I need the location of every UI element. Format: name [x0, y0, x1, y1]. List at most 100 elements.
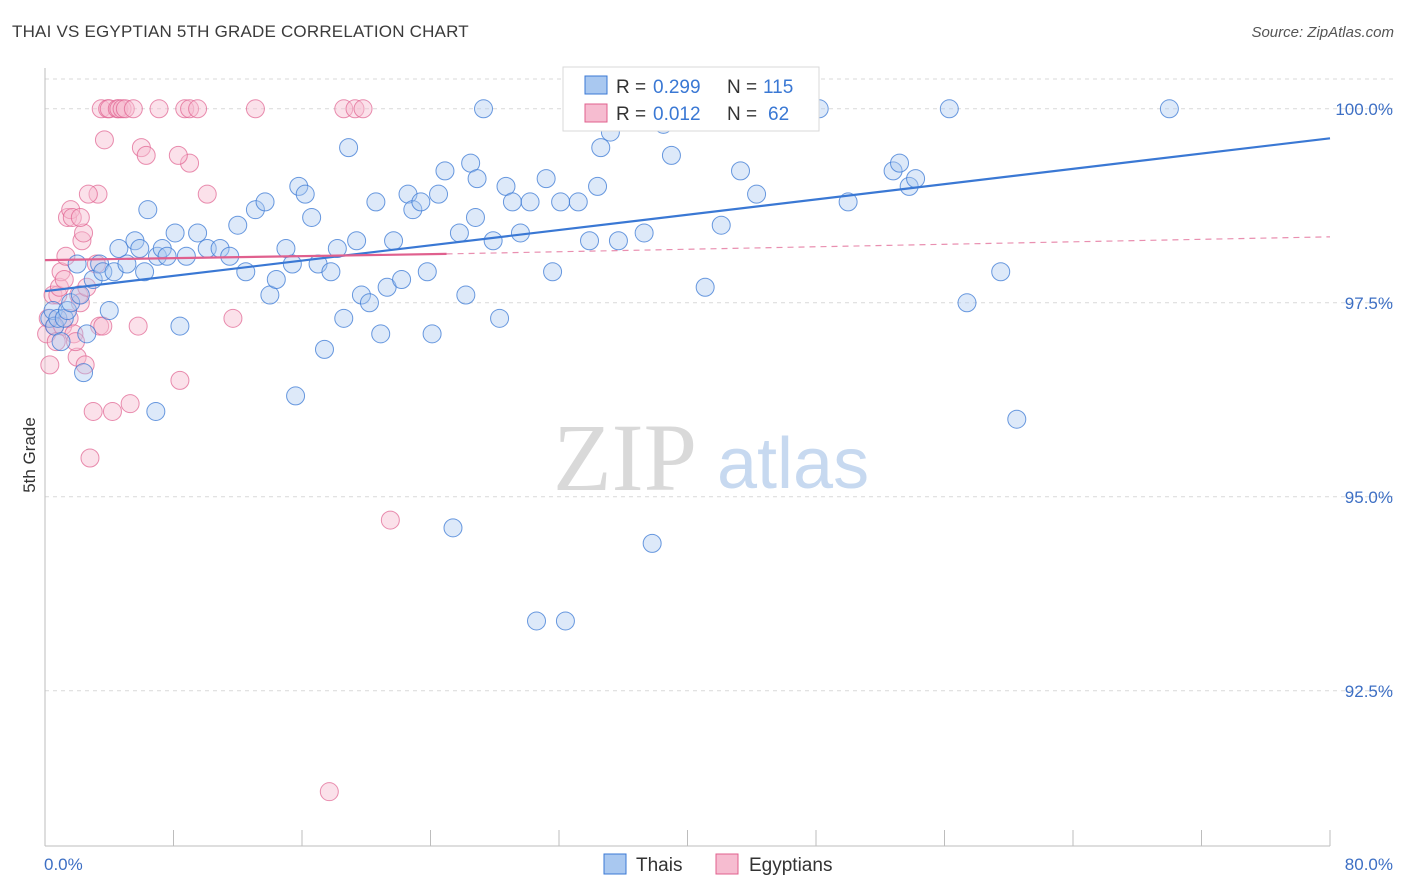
- egyptians-point-2: [40, 355, 60, 375]
- egyptians-point-46: [197, 184, 217, 204]
- thais-point-58: [384, 231, 404, 251]
- egyptians-point-8: [51, 262, 71, 282]
- egyptians-point-56: [149, 99, 169, 119]
- thais-point-62: [411, 192, 431, 212]
- thais-point-84: [568, 192, 588, 212]
- x-tick-label-1: 80.0%: [1345, 855, 1393, 874]
- thais-points: [40, 99, 1179, 631]
- egyptians-point-45: [188, 99, 208, 119]
- grid-lines: [45, 78, 1395, 692]
- thais-point-50: [334, 308, 354, 328]
- thais-point-76: [502, 192, 522, 212]
- thais-point-14: [93, 262, 113, 282]
- thais-point-81: [543, 262, 563, 282]
- thais-point-48: [321, 262, 341, 282]
- thais-point-74: [490, 308, 510, 328]
- thais-point-34: [228, 215, 248, 235]
- thais-point-37: [255, 192, 275, 212]
- thais-point-101: [883, 161, 903, 181]
- watermark-atlas: atlas: [717, 424, 869, 504]
- legend-n-label-1: N =: [727, 104, 757, 125]
- thais-point-103: [906, 169, 926, 189]
- thais-point-116: [467, 169, 487, 189]
- egyptians-point-29: [94, 130, 114, 150]
- thais-point-79: [527, 611, 547, 631]
- egyptians-point-39: [128, 316, 148, 336]
- egyptians-point-58: [78, 184, 98, 204]
- thais-point-100: [838, 192, 858, 212]
- thais-point-106: [991, 262, 1011, 282]
- egyptians-point-20: [74, 223, 94, 243]
- chart-title: THAI VS EGYPTIAN 5TH GRADE CORRELATION C…: [12, 22, 469, 41]
- legend-r-label-0: R =: [616, 77, 646, 98]
- thais-point-21: [135, 262, 155, 282]
- thais-point-105: [957, 293, 977, 313]
- y-tick-labels: 92.5% 95.0% 97.5% 100.0%: [1335, 100, 1393, 701]
- egyptians-point-47: [223, 308, 243, 328]
- egyptians-point-50: [345, 99, 365, 119]
- thais-point-94: [711, 215, 731, 235]
- thais-point-71: [465, 207, 485, 227]
- thais-point-23: [146, 401, 166, 421]
- thais-point-53: [351, 285, 371, 305]
- x-tick-labels: 0.0% 80.0%: [44, 855, 1393, 874]
- thais-point-30: [188, 223, 208, 243]
- egyptians-point-32: [102, 401, 122, 421]
- thais-point-67: [443, 518, 463, 538]
- thais-point-80: [536, 169, 556, 189]
- egyptians-point-14: [62, 207, 82, 227]
- legend-r-value-0: 0.299: [653, 77, 701, 98]
- thais-point-29: [176, 246, 196, 266]
- egyptians-point-19: [72, 231, 92, 251]
- egyptians-point-37: [120, 394, 140, 414]
- legend-n-label-0: N =: [727, 77, 757, 98]
- thais-point-65: [429, 184, 449, 204]
- thais-point-15: [99, 301, 119, 321]
- thais-point-45: [302, 207, 322, 227]
- thais-point-54: [359, 293, 379, 313]
- thais-point-88: [634, 223, 654, 243]
- egyptians-point-26: [88, 184, 108, 204]
- egyptians-point-38: [123, 99, 143, 119]
- thais-point-117: [890, 153, 910, 173]
- y-tick-label-1: 95.0%: [1345, 488, 1393, 507]
- thais-point-51: [339, 138, 359, 158]
- thais-point-97: [747, 184, 767, 204]
- egyptians-point-52: [380, 510, 400, 530]
- egyptians-point-21: [75, 355, 95, 375]
- thais-point-91: [661, 145, 681, 165]
- thais-trend-line: [44, 137, 1331, 293]
- egyptians-point-23: [80, 448, 100, 468]
- legend-swatch-egyptians: [584, 103, 608, 123]
- watermark: ZIP atlas: [553, 404, 869, 511]
- thais-point-85: [580, 231, 600, 251]
- thais-point-11: [77, 324, 97, 344]
- thais-point-3: [48, 308, 68, 328]
- thais-point-104: [939, 99, 959, 119]
- thais-point-7: [61, 293, 81, 313]
- bottom-legend-swatch-thais: [603, 853, 627, 875]
- thais-point-42: [286, 386, 306, 406]
- egyptians-point-60: [54, 270, 74, 290]
- legend-n-value-1: 62: [768, 104, 789, 125]
- thais-point-39: [266, 270, 286, 290]
- thais-point-93: [695, 277, 715, 297]
- watermark-zip: ZIP: [553, 404, 697, 511]
- bottom-legend: Thais Egyptians: [603, 853, 832, 876]
- egyptians-point-55: [168, 145, 188, 165]
- egyptians-trend-line: [44, 252, 447, 262]
- thais-point-43: [289, 176, 309, 196]
- egyptians-point-57: [66, 332, 86, 352]
- thais-point-61: [403, 200, 423, 220]
- thais-point-56: [371, 324, 391, 344]
- legend-n-value-0: 115: [763, 77, 793, 98]
- thais-point-22: [138, 200, 158, 220]
- source-label: Source: ZipAtlas.com: [1251, 24, 1394, 41]
- egyptians-point-59: [70, 207, 90, 227]
- thais-point-86: [588, 176, 608, 196]
- correlation-legend: R = 0.299 N = 115 R = 0.012 N = 62: [562, 66, 820, 132]
- y-axis-title: 5th Grade: [20, 417, 39, 493]
- thais-point-20: [130, 238, 150, 258]
- thais-point-82: [551, 192, 571, 212]
